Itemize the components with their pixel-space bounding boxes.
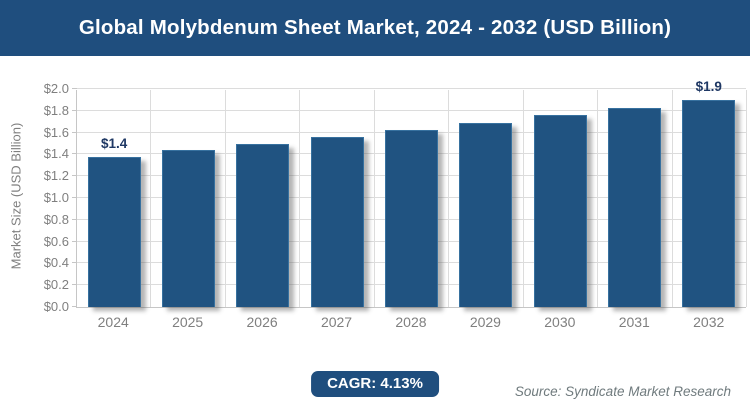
y-tick-mark — [72, 284, 77, 286]
bar-2028 — [384, 130, 438, 307]
y-tick-label: $1.8 — [43, 102, 69, 118]
v-gridline — [746, 90, 747, 307]
y-tick-mark — [72, 88, 77, 89]
bar-slot-2027 — [300, 90, 374, 307]
bar-slot-2029 — [449, 90, 523, 307]
v-gridline — [597, 90, 599, 307]
y-tick-label: $0.0 — [43, 299, 69, 314]
y-tick-label: $1.4 — [43, 146, 69, 162]
y-tick-label: $0.6 — [43, 233, 69, 249]
v-gridline — [671, 90, 673, 307]
bar-slot-2031 — [597, 90, 671, 307]
x-label-2030: 2030 — [544, 314, 576, 330]
v-gridline — [299, 90, 301, 307]
bar-slot-2026 — [226, 90, 300, 307]
y-tick-mark — [72, 306, 77, 307]
y-tick-label: $2.0 — [43, 81, 69, 96]
x-label-2026: 2026 — [246, 314, 278, 330]
y-tick-mark — [72, 153, 77, 155]
bar-slot-2032: $1.9 — [672, 79, 746, 307]
x-label-2025: 2025 — [172, 314, 204, 330]
cagr-badge: CAGR: 4.13% — [311, 371, 439, 397]
h-gridline — [77, 88, 746, 89]
chart-title-bar: Global Molybdenum Sheet Market, 2024 - 2… — [0, 0, 750, 56]
v-gridline — [448, 90, 450, 307]
bar-2030 — [533, 115, 587, 307]
plot-area: $1.4 $1.9 $0.0 $0.2 $0.4 $0.6 $0.8 $1.0 $1.2 $1.… — [44, 79, 747, 314]
y-tick-mark — [72, 240, 77, 242]
y-tick-label: $0.8 — [43, 211, 69, 227]
bar-slot-2030 — [523, 90, 597, 307]
y-tick-label: $0.2 — [43, 277, 69, 293]
y-tick-label: $1.6 — [43, 124, 69, 140]
bar-slot-2024: $1.4 — [77, 90, 151, 307]
y-tick-mark — [72, 197, 77, 198]
bar-2025 — [161, 150, 215, 307]
chart-title: Global Molybdenum Sheet Market, 2024 - 2… — [78, 16, 672, 39]
y-tick-mark — [72, 131, 77, 133]
v-gridline — [224, 90, 226, 307]
bar-2026 — [236, 143, 290, 307]
v-gridline — [150, 90, 152, 307]
bar-2027 — [310, 136, 364, 307]
x-label-2027: 2027 — [320, 314, 353, 330]
x-label-2029: 2029 — [469, 314, 501, 330]
x-label-2028: 2028 — [395, 314, 427, 330]
v-gridline — [522, 90, 524, 307]
bar-slot-2028 — [374, 90, 448, 307]
source-attribution: Source: Syndicate Market Research — [514, 384, 731, 399]
y-tick-label: $1.0 — [43, 190, 69, 205]
bar-slot-2025 — [151, 90, 225, 307]
x-label-2032: 2032 — [693, 314, 725, 330]
bar-value-2032: $1.9 — [695, 78, 722, 94]
x-label-2031: 2031 — [618, 314, 650, 330]
x-label-2024: 2024 — [97, 314, 129, 330]
y-tick-mark — [72, 109, 77, 111]
bar-2024 — [87, 156, 141, 307]
bar-value-2024: $1.4 — [101, 135, 128, 151]
bar-2031 — [607, 107, 661, 307]
y-tick-mark — [72, 175, 77, 177]
bars-container: $1.4 $1.9 — [77, 79, 746, 307]
y-tick-mark — [72, 262, 77, 264]
v-gridline — [373, 90, 375, 307]
bar-2032 — [682, 99, 736, 307]
x-axis-labels: 2024 2025 2026 2027 2028 2029 2030 2031 2032 — [76, 314, 746, 330]
y-tick-label: $1.2 — [43, 168, 69, 184]
y-tick-label: $0.4 — [43, 255, 69, 271]
h-gridline — [77, 109, 746, 111]
bar-2029 — [459, 122, 513, 307]
y-tick-mark — [72, 218, 77, 220]
